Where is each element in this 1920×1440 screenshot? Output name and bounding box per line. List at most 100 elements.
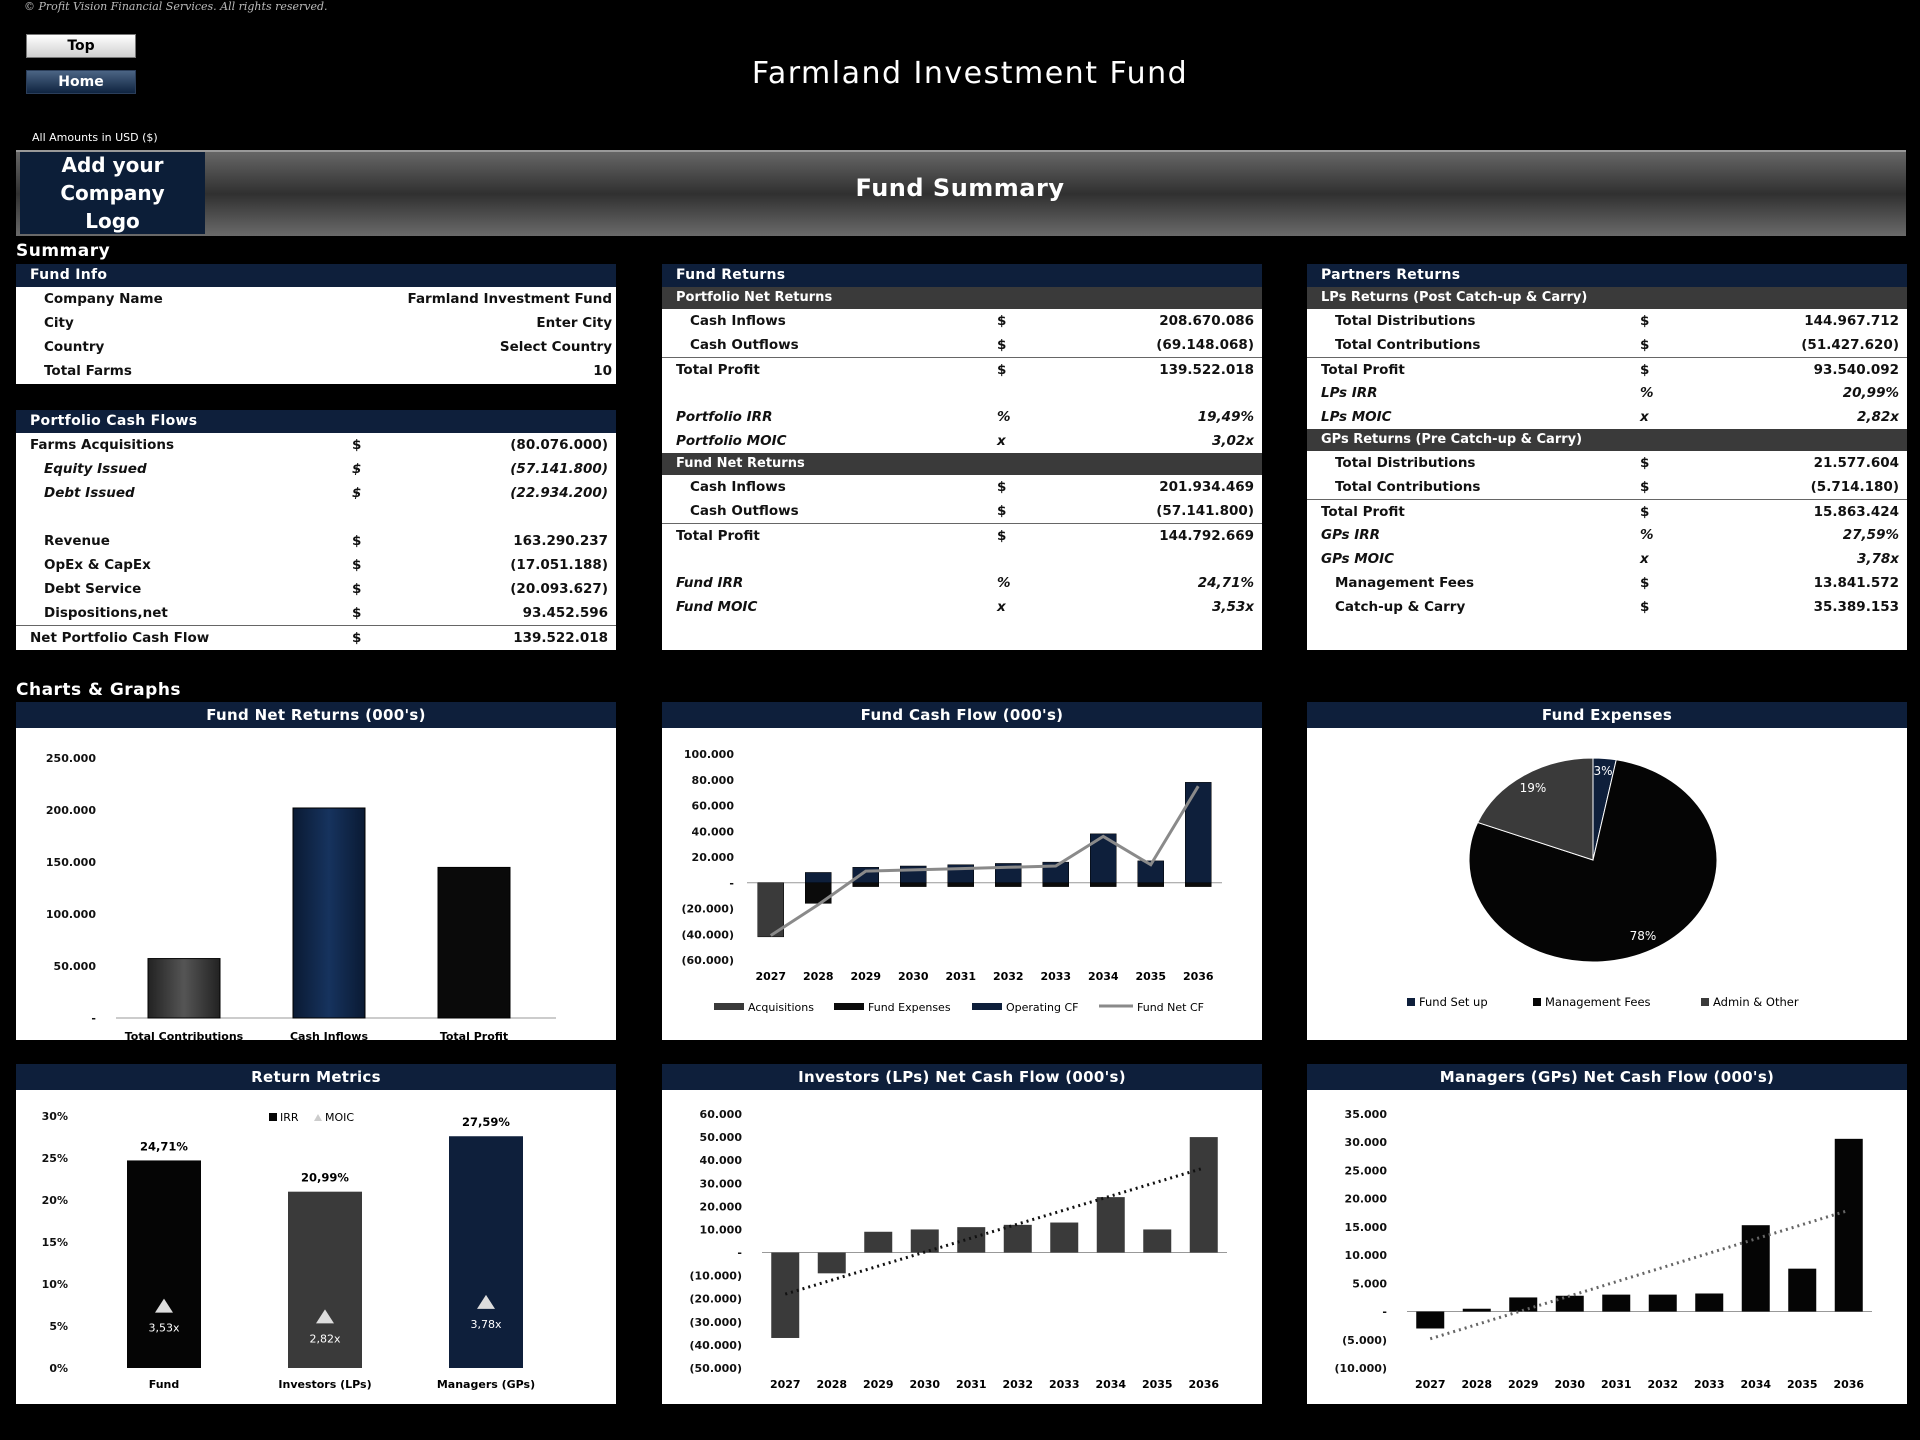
row-unit: $ <box>1640 479 1650 495</box>
row-total-profit: Total Profit $144.792.669 <box>662 523 1262 547</box>
row-total-profit: Total Profit $93.540.092 <box>1307 357 1907 381</box>
top-button[interactable]: Top <box>26 34 136 58</box>
home-button[interactable]: Home <box>26 70 136 94</box>
row-value: 21.577.604 <box>1813 455 1899 471</box>
bar-2035 <box>1143 1229 1172 1253</box>
row-value: 19,49% <box>1197 409 1254 425</box>
y-tick-label: - <box>91 1012 96 1025</box>
bar-2031 <box>1602 1294 1631 1312</box>
moic-data-label: 3,53x <box>148 1322 179 1335</box>
row-unit: $ <box>997 503 1007 519</box>
row-value: (51.427.620) <box>1801 337 1899 353</box>
row-value: 24,71% <box>1197 575 1254 591</box>
bar-fund-expenses-2032 <box>995 882 1022 887</box>
company-logo-placeholder[interactable]: Add your Company Logo <box>20 152 205 234</box>
y-tick-label: 40.000 <box>700 1154 743 1167</box>
row-lps-irr: LPs IRR% 20,99% <box>1307 381 1907 405</box>
fund-cash-flow-chart: Fund Cash Flow (000's) (60.000) (40.000)(… <box>662 702 1262 1040</box>
bar-2032 <box>1003 1224 1032 1253</box>
pie-slice-management-fees <box>1468 759 1718 963</box>
row-value: 15.863.424 <box>1813 504 1899 520</box>
row-total-distributions: Total Distributions $21.577.604 <box>1307 451 1907 475</box>
y-tick-label: 20.000 <box>692 851 735 864</box>
x-tick-label: 2027 <box>1415 1378 1446 1391</box>
y-tick-label: (40.000) <box>681 928 734 941</box>
row-revenue: Revenue $163.290.237 <box>16 529 616 553</box>
row-label: Total Farms <box>44 363 132 379</box>
lps-net-cf-svg: (50.000) (40.000) (30.000) (20.000) (10.000)… <box>689 1108 1227 1391</box>
x-tick-label: Total Contributions <box>125 1030 244 1040</box>
row-unit: $ <box>997 479 1007 495</box>
x-tick-label: 2030 <box>1554 1378 1585 1391</box>
x-tick-label: 2029 <box>850 970 881 983</box>
partners-returns-panel: Partners Returns LPs Returns (Post Catch… <box>1307 264 1907 650</box>
summary-section-title: Summary <box>16 241 111 261</box>
moic-data-label: 3,78x <box>470 1318 501 1331</box>
row-debt-service: Debt Service $ (20.093.627) <box>16 577 616 601</box>
y-tick-label: - <box>1382 1306 1387 1319</box>
y-tick-label: 0% <box>49 1362 68 1375</box>
row-value: (17.051.188) <box>510 557 608 573</box>
x-tick-label: 2029 <box>1508 1378 1539 1391</box>
charts-section-title: Charts & Graphs <box>16 680 182 700</box>
row-unit: x <box>1640 409 1649 425</box>
y-tick-label: 10.000 <box>1345 1249 1388 1262</box>
row-value: 93.452.596 <box>522 605 608 621</box>
row-unit: x <box>997 599 1006 615</box>
chart-title: Managers (GPs) Net Cash Flow (000's) <box>1307 1064 1907 1090</box>
row-label: Company Name <box>44 291 163 307</box>
row-value: (5.714.180) <box>1810 479 1899 495</box>
bar-2035 <box>1788 1268 1817 1312</box>
x-tick-label: 2030 <box>898 970 929 983</box>
bar-total-contributions <box>147 958 221 1019</box>
row-label: Cash Outflows <box>690 337 799 353</box>
return-metrics-chart: Return Metrics 0% 5% 10% 15% 20% 25% 30% IRR MOI… <box>16 1064 616 1404</box>
y-tick-label: 25.000 <box>1345 1164 1388 1177</box>
row-unit: $ <box>352 581 362 597</box>
row-label: Total Profit <box>676 362 760 378</box>
row-unit: x <box>997 433 1006 449</box>
chart-title: Fund Cash Flow (000's) <box>662 702 1262 728</box>
row-label: Total Contributions <box>1335 337 1481 353</box>
row-unit: $ <box>997 337 1007 353</box>
legend-label: MOIC <box>325 1111 354 1124</box>
lps-returns-title: LPs Returns (Post Catch-up & Carry) <box>1307 287 1907 309</box>
row-unit: $ <box>352 605 362 621</box>
x-tick-label: 2034 <box>1095 1378 1126 1391</box>
legend-swatch-fund-expenses <box>834 1003 864 1010</box>
bar-acquisitions-2027 <box>757 882 784 938</box>
y-tick-label: 50.000 <box>700 1131 743 1144</box>
x-tick-label: 2027 <box>755 970 786 983</box>
row-unit: $ <box>352 437 362 453</box>
gps-returns-title: GPs Returns (Pre Catch-up & Carry) <box>1307 429 1907 451</box>
row-value: 2,82x <box>1856 409 1899 425</box>
row-label: Portfolio MOIC <box>676 433 787 449</box>
bar-irr-managers-gps <box>449 1136 523 1368</box>
row-lps-moic: LPs MOIC x 2,82x <box>1307 405 1907 429</box>
pie-slice-admin-other <box>1477 757 1594 861</box>
pie-label-fund-set-up: 3% <box>1593 764 1612 778</box>
bar-2029 <box>1509 1297 1538 1312</box>
row-label: Total Profit <box>1321 504 1405 520</box>
legend-label: Fund Set up <box>1419 995 1488 1009</box>
row-label: Country <box>44 339 105 355</box>
row-value: (57.141.800) <box>1156 503 1254 519</box>
row-total-farms: Total Farms 10 <box>16 359 616 383</box>
bar-2030 <box>1555 1295 1584 1312</box>
row-cash-outflows: Cash Outflows $ (57.141.800) <box>662 499 1262 523</box>
row-gps-irr: GPs IRR% 27,59% <box>1307 523 1907 547</box>
y-tick-label: 60.000 <box>700 1108 743 1121</box>
row-label: Fund MOIC <box>676 599 758 615</box>
y-tick-label: 20.000 <box>1345 1193 1388 1206</box>
x-tick-label: 2033 <box>1694 1378 1725 1391</box>
row-unit: $ <box>1640 599 1650 615</box>
row-label: Farms Acquisitions <box>30 437 175 453</box>
legend-label: Acquisitions <box>748 1001 814 1014</box>
row-label: OpEx & CapEx <box>44 557 151 573</box>
row-label: Management Fees <box>1335 575 1475 591</box>
x-tick-label: 2028 <box>803 970 834 983</box>
row-management-fees: Management Fees $13.841.572 <box>1307 571 1907 595</box>
row-unit: $ <box>1640 337 1650 353</box>
fund-expenses-chart: Fund Expenses 3% 78% 19% Fund Set up Managem… <box>1307 702 1907 1040</box>
y-tick-label: 15% <box>42 1236 68 1249</box>
